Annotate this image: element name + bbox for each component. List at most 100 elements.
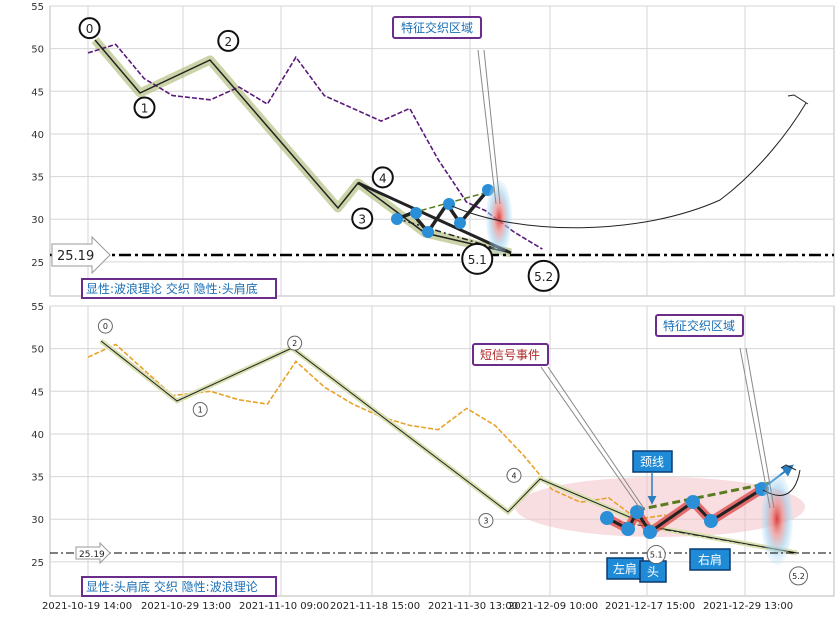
wave-point-marker [527,259,560,292]
wave-point-label: 1 [198,406,203,415]
y-tick-label: 50 [31,45,44,56]
top-panel: 25 30 35 40 45 50 55 25.19 特征交织区域 0 1 2 3 45 [31,2,835,299]
wave-point-label: 5.1 [650,551,663,560]
wave-point-marker [351,207,374,230]
wave-point-marker [78,17,101,40]
x-tick-label: 2021-11-10 09:00 [239,601,329,612]
y-tick-label: 40 [31,430,44,441]
bottom-signal-box [472,343,549,366]
right-shoulder-text: 右肩 [698,552,722,567]
x-tick-label: 2021-10-29 13:00 [141,601,231,612]
top-interweave-glow [486,180,512,256]
top-legend-text: 显性:波浪理论 交织 隐性:头肩底 [86,281,258,296]
y-tick-label: 55 [31,302,44,313]
top-support-arrow [51,235,111,275]
wave-point-marker [192,402,208,418]
wave-point-label: 0 [86,22,94,36]
x-tick-label: 2021-12-29 13:00 [703,601,793,612]
top-wave-labels: 0 1 2 3 4 5.1 5.2 [78,17,560,292]
bottom-pattern-dot [704,514,718,528]
head-text: 头 [647,565,659,579]
bottom-interweave-text: 特征交织区域 [663,318,735,333]
y-tick-label: 25 [31,258,44,269]
bottom-grid [50,305,834,596]
wave-point-marker [506,467,522,483]
wave-point-marker [461,242,494,275]
top-support-label: 25.19 [57,249,94,264]
x-tick-label: 2021-11-18 15:00 [330,601,420,612]
wave-point-marker [371,166,394,189]
bottom-interweave-glow [761,473,793,565]
top-legend-box [81,278,277,299]
wave-point-label: 2 [292,339,297,348]
bottom-signal-text: 短信号事件 [480,348,540,362]
wave-point-label: 4 [379,171,387,185]
x-tick-label: 2021-12-09 10:00 [508,601,598,612]
top-wave-thick [357,181,512,255]
wave-point-label: 4 [511,471,516,480]
wave-point-label: 5.1 [468,253,487,267]
bottom-legend-text: 显性:头肩底 交织 隐性:波浪理论 [86,579,258,594]
bottom-x-ticks: 2021-10-19 14:00 2021-10-29 13:00 2021-11-… [42,601,793,612]
neckline-label-box [632,450,673,473]
wave-point-marker [217,29,240,52]
y-tick-label: 40 [31,130,44,141]
bottom-pattern-dot [686,495,700,509]
bottom-plot-frame [49,305,835,597]
top-pattern-dot [410,207,422,219]
bottom-pattern-dot [630,505,644,519]
wave-point-label: 5.2 [534,270,553,284]
top-pattern-line [396,188,490,235]
bottom-pattern-dot [600,511,614,525]
wave-point-marker [287,335,303,351]
wave-point-label: 0 [103,322,108,331]
y-tick-label: 45 [31,87,44,98]
wave-point-label: 1 [141,102,149,116]
top-projection-curve [451,102,807,229]
bottom-projection-cap [780,464,797,471]
top-annotation-text: 特征交织区域 [401,20,473,35]
top-plot-frame [49,5,835,297]
wave-point-label: 3 [483,516,488,525]
y-tick-label: 35 [31,173,44,184]
y-tick-label: 55 [31,2,44,13]
bottom-neckline [636,481,771,512]
top-grid [50,5,834,296]
top-y-ticks: 25 30 35 40 45 50 55 [31,2,44,269]
bottom-legend-box [81,576,277,597]
wave-point-marker [646,545,666,565]
left-shoulder-text: 左肩 [613,561,637,576]
bottom-interweave-pointer [745,347,775,509]
wave-point-label: 3 [358,212,366,226]
wave-point-marker [789,566,809,586]
top-pattern-dot [443,198,455,210]
x-tick-label: 2021-12-17 15:00 [605,601,695,612]
top-pattern-dot [422,226,434,238]
bottom-support-label: 25.19 [79,550,105,560]
wave-point-marker [478,512,494,528]
x-tick-label: 2021-10-19 14:00 [42,601,132,612]
bottom-interweave-box [655,314,744,337]
top-annotation-pointer [477,49,497,205]
neckline-label-text: 颈线 [640,455,664,469]
y-tick-label: 25 [31,558,44,569]
y-tick-label: 30 [31,515,44,526]
wave-point-label: 2 [224,35,232,49]
top-annotation-pointer [483,49,501,205]
bottom-y-ticks: 25 30 35 40 45 50 55 [31,302,44,569]
bottom-signal-pointer [540,366,642,511]
y-tick-label: 35 [31,473,44,484]
bottom-signal-pointer [547,366,646,511]
top-annotation-box [392,16,482,39]
top-projection-cap [787,94,809,105]
bottom-support-arrow [75,541,111,565]
top-price-line [87,43,543,250]
bottom-interweave-pointer [739,347,771,509]
bottom-pattern-dot [621,522,635,536]
bottom-wave-labels: 0 1 2 3 4 5.1 5.2 [97,318,809,586]
top-pattern-dot [391,213,403,225]
top-pattern-dot [454,217,466,229]
right-shoulder-box [689,548,731,571]
